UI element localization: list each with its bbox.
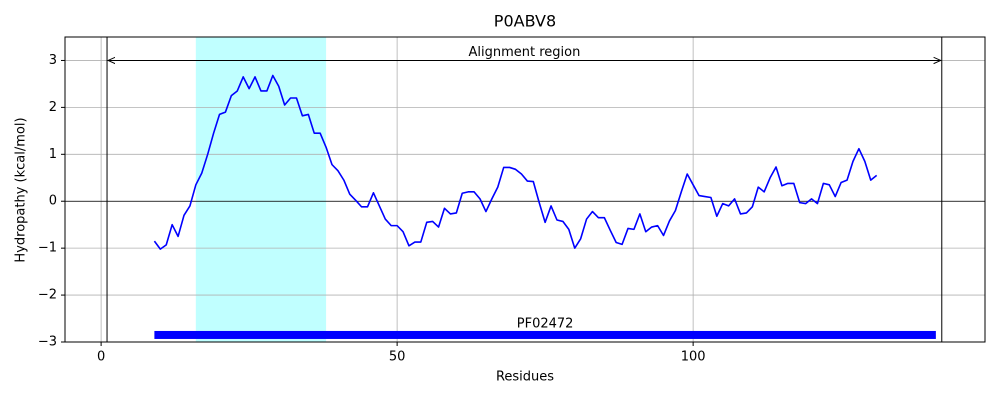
y-tick-label: −2 xyxy=(38,288,57,303)
domain-label: PF02472 xyxy=(517,316,574,331)
plot-frame xyxy=(64,36,986,343)
highlight-region xyxy=(195,37,327,342)
y-tick-label: 2 xyxy=(49,100,57,115)
y-axis-label: Hydropathy (kcal/mol) xyxy=(14,117,29,262)
domain-bar xyxy=(154,330,936,339)
x-tick-label: 100 xyxy=(681,350,706,365)
x-tick-label: 0 xyxy=(97,350,105,365)
chart-title: P0ABV8 xyxy=(494,12,556,31)
y-tick-label: −1 xyxy=(38,241,57,256)
x-axis-label: Residues xyxy=(496,370,554,385)
x-tick-label: 50 xyxy=(389,350,406,365)
region-label: Alignment region xyxy=(468,45,580,60)
y-tick-label: −3 xyxy=(38,335,57,350)
y-tick-label: 3 xyxy=(49,53,57,68)
data-line xyxy=(153,74,878,250)
y-tick-label: 0 xyxy=(49,194,57,209)
y-tick-label: 1 xyxy=(49,147,57,162)
